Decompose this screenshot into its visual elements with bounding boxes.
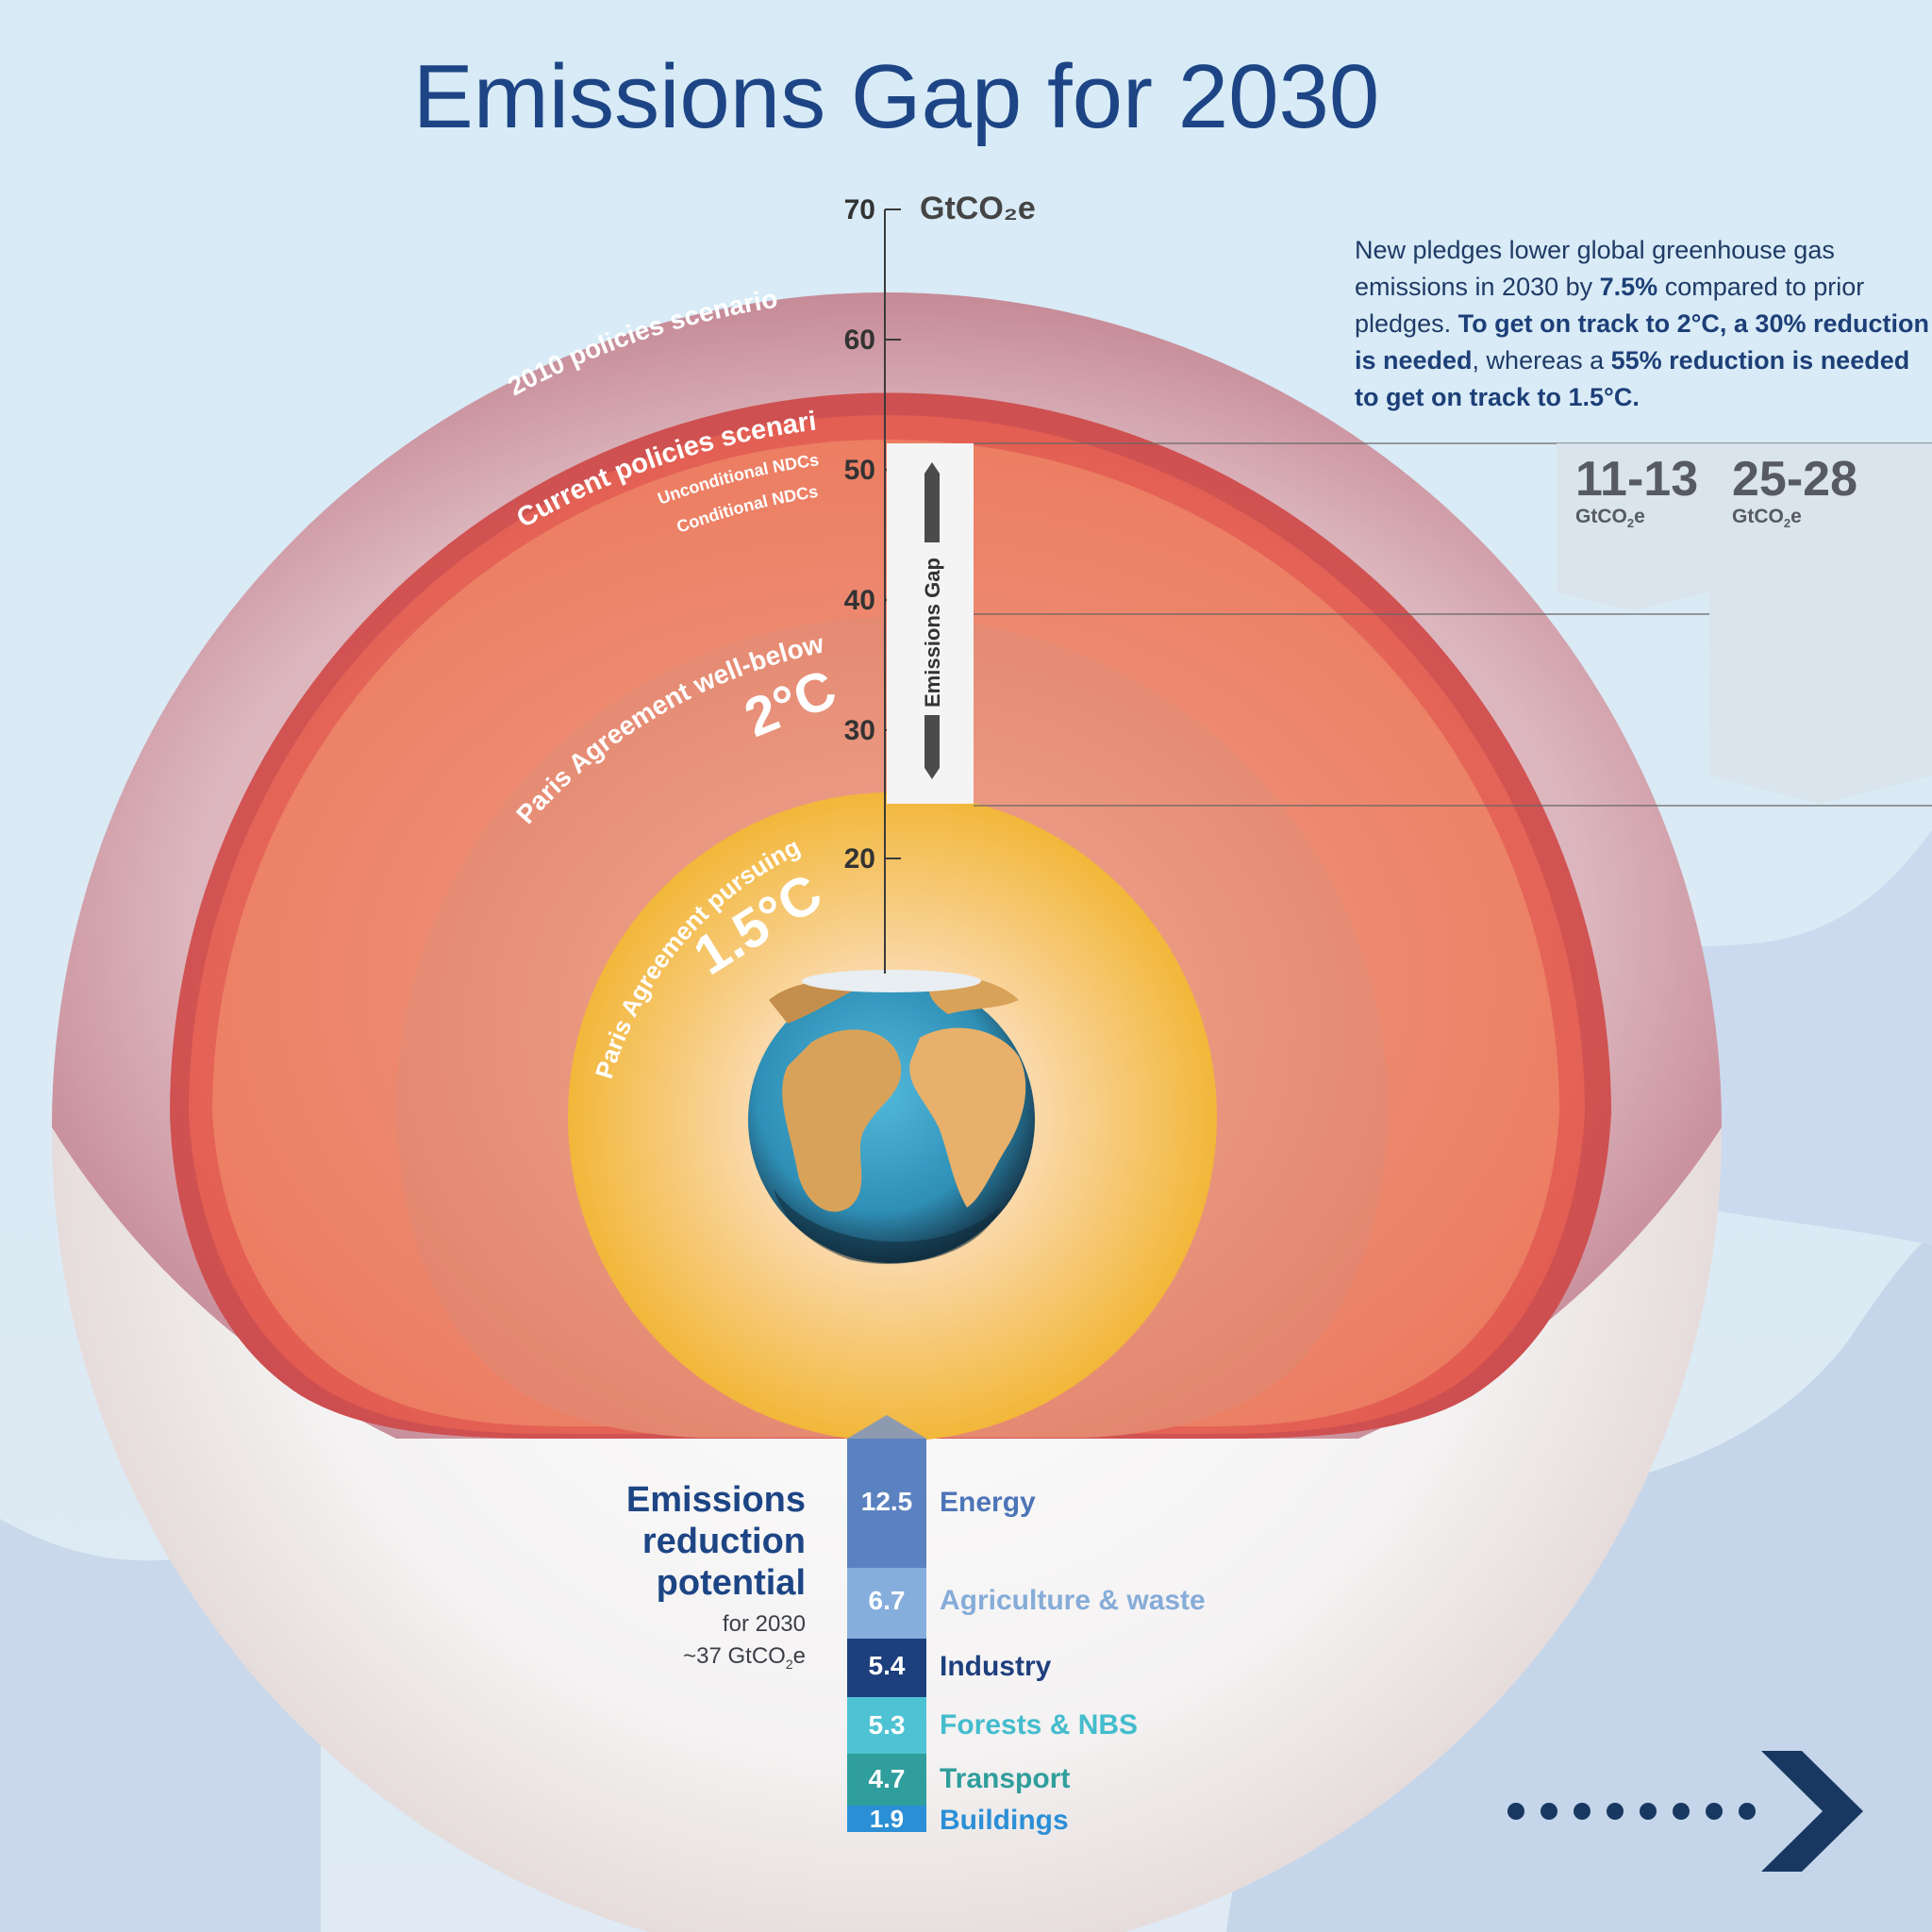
sector-bar-energy (847, 1439, 926, 1568)
pledges-note: New pledges lower global greenhouse gas … (1355, 232, 1932, 416)
tick-label: 50 (844, 455, 875, 486)
sector-value: 6.7 (868, 1586, 906, 1615)
note-highlight: To get on track to 2°C, a 30% reduction … (1355, 309, 1929, 375)
sector-bar-buildings (847, 1806, 926, 1832)
gap-box-2c (1557, 443, 1709, 611)
sector-bar-transport (847, 1754, 926, 1806)
note-highlight: 55% reduction is needed to get on track … (1355, 346, 1910, 411)
sector-value: 5.3 (868, 1710, 906, 1740)
reduction-total: ~37 GtCO2e (683, 1643, 806, 1672)
sector-value: 1.9 (869, 1805, 905, 1833)
y-tick-labels: 70 60 50 40 30 20 (844, 194, 875, 874)
gap-unit: GtCO2e (1732, 506, 1802, 531)
emissions-gap-label: Emissions Gap (921, 558, 944, 708)
sector-label: Forests & NBS (940, 1709, 1139, 1740)
sector-label: Energy (940, 1487, 1036, 1518)
sector-value: 5.4 (868, 1651, 906, 1680)
gap-1-5c-value: 25-28 GtCO2e (1732, 453, 1857, 530)
next-arrow-icon[interactable] (1495, 1745, 1873, 1877)
sector-label: Industry (940, 1651, 1052, 1682)
gap-unit: GtCO2e (1575, 506, 1645, 531)
sector-bar-agriculture (847, 1568, 926, 1639)
tick-label: 70 (844, 194, 875, 225)
axis-unit: GtCO₂e (920, 191, 1036, 226)
reduction-title: Emissions reduction potential (625, 1480, 806, 1603)
sector-label: Agriculture & waste (940, 1585, 1206, 1616)
tick-label: 30 (844, 715, 875, 746)
sector-label: Transport (940, 1763, 1071, 1794)
tick-label: 40 (844, 585, 875, 616)
gap-value: 11-13 (1575, 452, 1699, 507)
earth-icon (748, 970, 1035, 1264)
note-text: New pledges lower global greenhouse gas … (1355, 236, 1835, 301)
note-highlight: 7.5% (1599, 273, 1658, 301)
sector-value: 12.5 (860, 1487, 913, 1516)
gap-2c-value: 11-13 GtCO2e (1575, 453, 1698, 530)
note-text: compared to prior pledges. (1355, 273, 1865, 338)
sector-bar-forests (847, 1697, 926, 1754)
reduction-potential: Emissions reduction potential for 2030 ~… (560, 1479, 806, 1672)
sector-label: Buildings (940, 1805, 1069, 1836)
gap-box-1-5c (1709, 443, 1932, 804)
sector-value: 4.7 (868, 1764, 906, 1793)
sector-pointer (847, 1415, 926, 1439)
sector-bar-industry (847, 1639, 926, 1697)
reduction-subtitle: for 2030 (722, 1611, 806, 1637)
gap-value: 25-28 (1732, 452, 1857, 507)
tick-label: 60 (844, 325, 875, 356)
page-title: Emissions Gap for 2030 (412, 46, 1380, 147)
tick-label: 20 (844, 843, 875, 874)
gap-arrow-icon (924, 462, 940, 779)
note-text: , whereas a (1472, 346, 1611, 375)
